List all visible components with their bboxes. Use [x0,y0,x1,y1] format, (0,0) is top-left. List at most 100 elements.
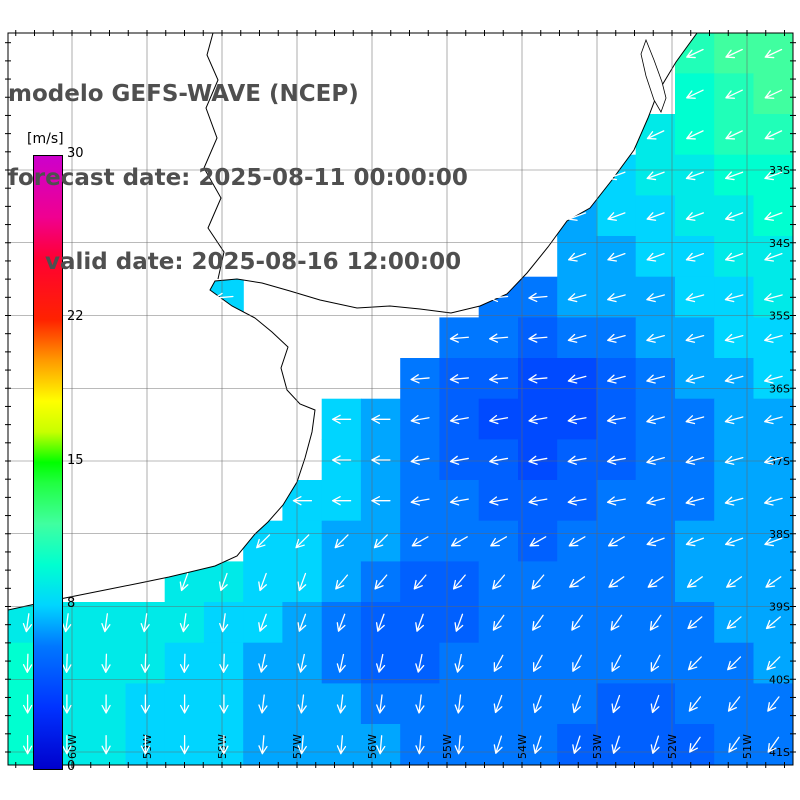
wind-arrow [214,292,234,303]
wind-arrow [376,735,386,755]
wind-arrow [179,735,190,755]
wind-arrow [764,455,783,465]
title-block: modelo GEFS-WAVE (NCEP) forecast date: 2… [8,24,468,332]
wind-arrow [258,694,268,714]
wind-arrow [567,333,587,343]
wind-arrow [685,171,705,181]
lat-label: 33S [769,164,790,177]
wind-arrow [376,694,386,714]
wind-arrow [606,496,626,506]
wind-arrow [725,48,743,59]
wind-arrow [567,293,587,303]
wind-arrow [258,735,268,755]
wind-arrow [22,735,33,755]
wind-arrow [764,293,783,303]
wind-arrow [765,616,781,630]
wind-arrow [607,293,626,303]
wind-arrow [572,735,582,754]
wind-arrow [454,653,464,673]
wind-arrow [611,735,621,754]
wind-arrow [572,654,582,672]
wind-arrow [493,694,503,714]
wind-arrow [685,333,705,343]
wind-arrow [140,613,150,633]
wind-arrow [336,694,347,714]
wind-arrow [493,735,503,754]
lon-label: 52W [666,734,679,759]
wind-arrow [454,613,464,632]
wind-arrow [450,536,468,547]
wind-arrow [567,374,587,384]
wind-arrow [764,496,783,506]
wind-arrow [258,572,267,592]
wind-arrow [179,572,189,592]
wind-arrow [606,455,626,465]
wind-arrow [726,576,743,588]
wind-arrow [689,736,701,753]
wind-arrow [611,694,621,714]
wind-arrow [724,455,744,465]
wind-arrow [764,171,783,181]
wind-arrow [569,576,586,588]
wind-arrow [724,496,744,506]
wind-arrow [410,414,430,425]
colorbar-tick-label: 0 [67,759,76,774]
wind-arrow [22,613,33,633]
frame-rect [7,32,794,766]
wind-arrow [727,696,741,712]
wind-arrow [489,496,509,506]
wind-arrow [62,694,72,714]
wind-arrow [724,252,744,262]
wind-arrow [376,653,386,673]
map-frame [5,30,796,768]
lon-label: 59W [141,734,154,759]
wind-arrow [371,455,391,465]
wind-arrow [607,374,626,384]
forecast-date-line: forecast date: 2025-08-11 00:00:00 [8,165,468,191]
wind-arrow [685,212,705,221]
wind-arrow [650,735,660,754]
wind-arrow [297,735,307,755]
lon-label: 58W [216,734,229,759]
wind-arrow [449,414,469,425]
wind-arrow [647,576,664,588]
wind-arrow [764,374,783,384]
wind-arrow [687,656,702,671]
wind-arrow [611,654,622,672]
wind-arrow [371,414,391,424]
colorbar-gradient [33,155,63,770]
wind-arrow [449,374,470,384]
wind-arrow [528,292,548,303]
wind-arrow [724,333,744,343]
wind-arrow [529,536,547,547]
wind-arrow [686,130,704,140]
wind-arrow [101,613,111,633]
wind-arrow [766,656,781,671]
wind-arrow [724,374,744,384]
wind-arrow [685,252,705,262]
colorbar-tick-label: 15 [67,452,84,468]
wind-arrow [140,735,151,755]
wind-arrow [258,613,267,632]
wind-arrow [410,496,430,506]
wind-arrow [492,614,505,631]
wind-arrow [528,333,548,343]
colorbar-tick-label: 22 [67,309,84,325]
wind-arrow [567,496,587,506]
wind-arrow [646,130,665,140]
wind-arrow [686,48,704,59]
wind-arrow [101,653,111,673]
wind-arrow [532,614,544,631]
wind-arrow [331,455,352,465]
wind-arrow [219,613,229,633]
wind-arrow [415,653,425,673]
colorbar-unit-label: [m/s] [27,131,64,147]
wind-arrow [62,653,72,673]
lon-label: 55W [441,734,454,759]
wind-arrow [415,694,425,714]
wind-arrow [331,414,352,424]
wind-arrow [607,536,625,547]
wind-arrow [410,455,430,465]
wind-arrow [493,654,504,672]
